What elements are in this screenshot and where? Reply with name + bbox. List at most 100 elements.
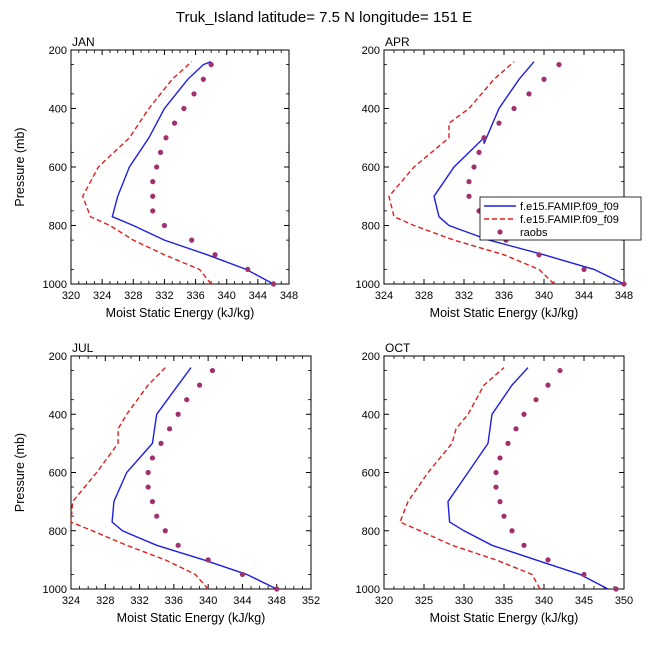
x-axis-label: Moist Static Energy (kJ/kg) xyxy=(117,611,266,625)
x-tick-label: 324 xyxy=(93,290,111,302)
plot-frame xyxy=(383,355,625,590)
series-line-solid xyxy=(433,61,625,285)
raobs-point xyxy=(471,164,477,170)
panel-jul: JUL 324 328 332 336 340 344 348 352 200 400 600 800 1… xyxy=(13,341,320,625)
x-tick-label: 324 xyxy=(375,290,393,302)
raobs-point xyxy=(557,367,563,374)
raobs-point xyxy=(196,382,203,388)
series-line-dashed xyxy=(81,61,212,285)
raobs-point xyxy=(171,120,178,126)
plot-frame xyxy=(70,355,312,590)
series-line-dashed xyxy=(388,61,555,285)
x-tick-label: 330 xyxy=(455,595,473,607)
y-tick-label: 1000 xyxy=(43,584,67,596)
x-tick-label: 348 xyxy=(268,595,286,607)
x-tick-label: 332 xyxy=(455,290,473,302)
raobs-point xyxy=(536,252,542,258)
y-tick-label: 800 xyxy=(362,221,380,233)
y-tick-label: 1000 xyxy=(356,279,380,291)
panel-apr: APR 324 328 332 336 340 344 348 200 400 600 800 1000… xyxy=(356,35,634,320)
raobs-point xyxy=(545,382,551,388)
x-tick-label: 340 xyxy=(535,290,553,302)
x-tick-label: 340 xyxy=(199,595,217,607)
panel-jan: JAN 320 324 328 332 336 340 344 348 200 400 600 800 1… xyxy=(13,35,298,320)
panel-label: JUL xyxy=(72,341,94,355)
legend-marker-dot xyxy=(497,229,503,235)
x-tick-label: 336 xyxy=(495,290,513,302)
raobs-point xyxy=(161,222,168,229)
x-tick-label: 336 xyxy=(165,595,183,607)
raobs-point xyxy=(239,571,246,578)
raobs-point xyxy=(513,426,519,432)
figure-title: Truk_Island latitude= 7.5 N longitude= 1… xyxy=(176,9,472,26)
raobs-point xyxy=(270,281,277,287)
raobs-point xyxy=(166,426,173,432)
raobs-point xyxy=(497,455,503,461)
y-tick-label: 600 xyxy=(49,468,67,480)
raobs-point xyxy=(541,76,547,82)
raobs-point xyxy=(581,571,587,578)
raobs-point xyxy=(150,179,156,185)
raobs-point xyxy=(274,586,280,592)
plot-frame xyxy=(70,49,290,285)
y-tick-label: 600 xyxy=(49,162,67,174)
raobs-point xyxy=(145,484,151,490)
raobs-point xyxy=(181,105,187,112)
x-tick-label: 324 xyxy=(62,595,80,607)
series-line-solid xyxy=(111,367,278,590)
x-axis-label: Moist Static Energy (kJ/kg) xyxy=(430,306,579,320)
plot-frame xyxy=(383,49,625,285)
legend: f.e15.FAMIP.f09_f09f.e15.FAMIP.f09_f09ra… xyxy=(479,196,642,241)
raobs-point xyxy=(150,208,156,214)
x-tick-label: 340 xyxy=(218,290,236,302)
raobs-point xyxy=(505,440,511,446)
x-tick-label: 344 xyxy=(249,290,267,302)
raobs-point xyxy=(466,179,472,185)
raobs-point xyxy=(497,499,503,505)
raobs-point xyxy=(145,469,151,476)
raobs-point xyxy=(621,281,627,287)
raobs-point xyxy=(526,91,532,97)
y-tick-label: 200 xyxy=(49,45,67,57)
x-tick-label: 336 xyxy=(186,290,204,302)
y-tick-label: 800 xyxy=(362,526,380,538)
raobs-point xyxy=(175,411,181,417)
raobs-point xyxy=(545,557,551,563)
x-tick-label: 335 xyxy=(495,595,513,607)
x-tick-label: 332 xyxy=(130,595,148,607)
y-axis-label: Pressure (mb) xyxy=(13,433,27,512)
raobs-point xyxy=(163,135,169,141)
raobs-point xyxy=(521,542,527,548)
x-tick-label: 345 xyxy=(575,595,593,607)
raobs-point xyxy=(150,193,156,199)
raobs-point xyxy=(481,135,487,141)
raobs-point xyxy=(533,397,539,403)
series-line-solid xyxy=(111,61,274,285)
x-tick-label: 344 xyxy=(233,595,251,607)
x-axis-label: Moist Static Energy (kJ/kg) xyxy=(106,306,255,320)
y-axis-label: Pressure (mb) xyxy=(13,127,27,206)
x-tick-label: 352 xyxy=(302,595,320,607)
y-tick-label: 600 xyxy=(362,162,380,174)
raobs-point xyxy=(157,149,164,155)
x-tick-label: 328 xyxy=(96,595,114,607)
x-tick-label: 348 xyxy=(280,290,298,302)
raobs-point xyxy=(509,528,515,534)
raobs-point xyxy=(493,469,499,476)
legend-label: raobs xyxy=(520,227,548,239)
raobs-point xyxy=(581,266,587,272)
raobs-point xyxy=(200,76,206,82)
raobs-point xyxy=(191,91,197,97)
legend-label: f.e15.FAMIP.f09_f09 xyxy=(520,214,619,226)
x-tick-label: 320 xyxy=(62,290,80,302)
raobs-point xyxy=(511,105,517,112)
raobs-point xyxy=(493,484,499,490)
series-line-dashed xyxy=(399,367,541,590)
legend-box xyxy=(479,196,642,241)
raobs-point xyxy=(245,266,251,272)
panels: JAN 320 324 328 332 336 340 344 348 200 400 600 800 1… xyxy=(13,35,633,625)
raobs-point xyxy=(205,557,211,563)
y-tick-label: 1000 xyxy=(356,584,380,596)
x-tick-label: 332 xyxy=(155,290,173,302)
